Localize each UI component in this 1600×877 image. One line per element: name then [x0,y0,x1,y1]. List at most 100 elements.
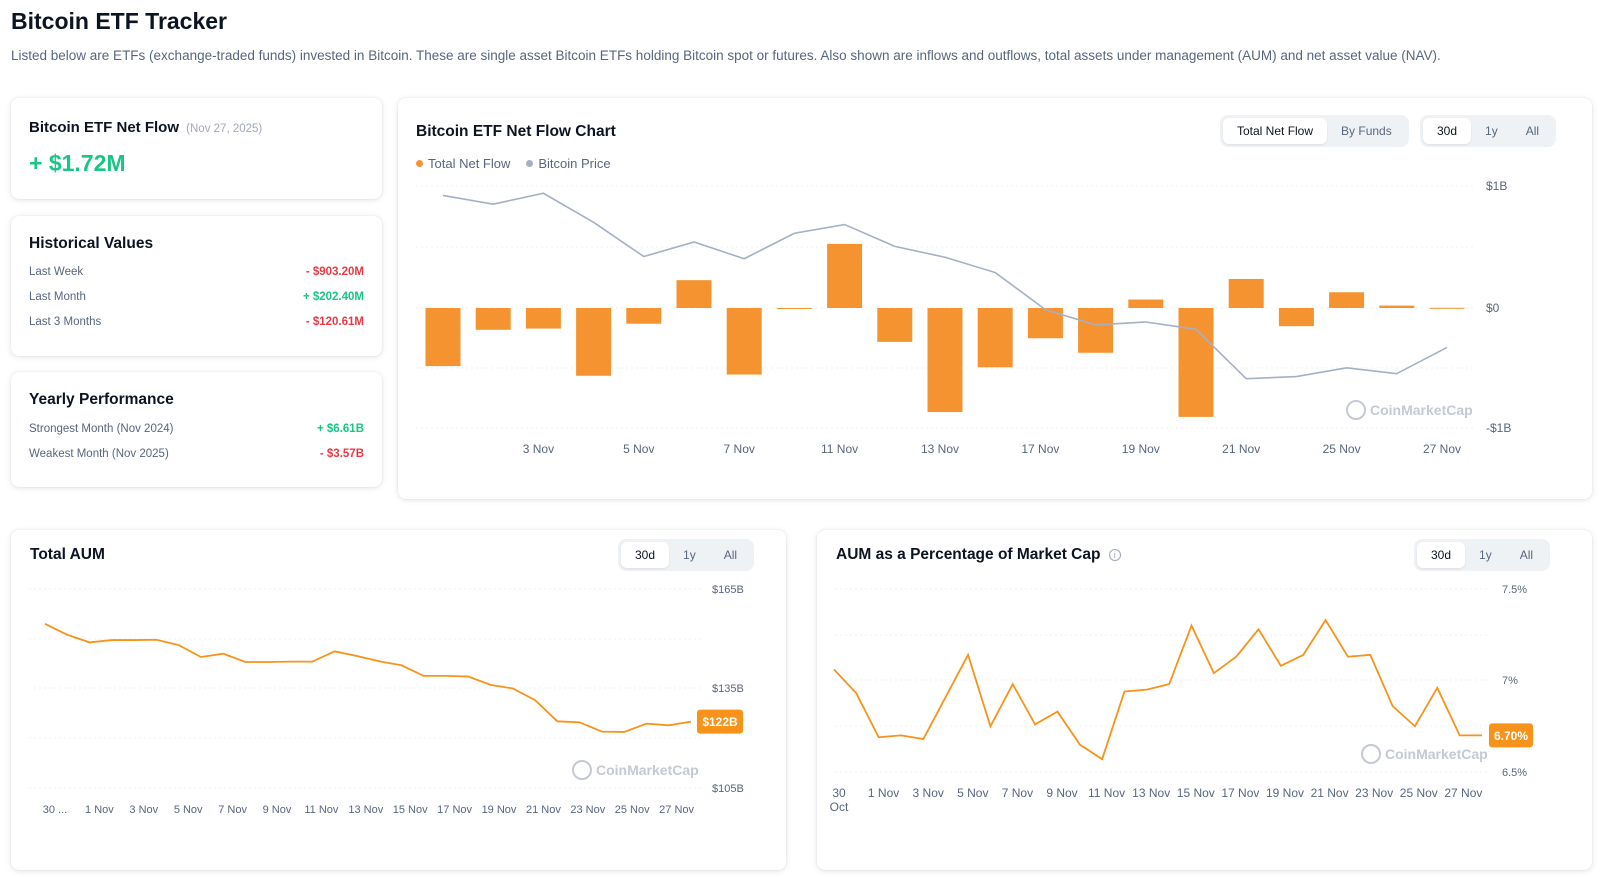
y-tick-label: $165B [712,584,744,596]
info-icon[interactable]: i [1108,549,1121,561]
range-1y[interactable]: 1y [1479,548,1492,562]
x-tick-label: 11 Nov [304,804,339,816]
x-tick-label: 19 Nov [1122,442,1160,456]
x-tick-label: 7 Nov [724,442,755,456]
net-flow-card: Bitcoin ETF Net Flow (Nov 27, 2025) + $1… [11,98,382,199]
x-tick-label: 19 Nov [1266,786,1304,800]
net-flow-bar [977,308,1013,368]
aum-percentage-title: AUM as a Percentage of Market Cap i [836,546,1121,564]
x-tick-label: 27 Nov [1423,442,1461,456]
range-all[interactable]: All [1525,124,1540,138]
range-30d[interactable]: 30d [621,542,670,568]
yearly-label: Strongest Month (Nov 2024) [29,423,174,435]
legend-dot-gray [526,160,534,167]
legend-dot-orange [416,160,423,167]
net-flow-bar [626,308,662,324]
x-tick-label: 25 Nov [615,804,650,816]
net-flow-date: (Nov 27, 2025) [186,123,263,135]
current-value-text: $122B [702,715,738,729]
yearly-label: Weakest Month (Nov 2025) [29,448,169,460]
history-label: Last Week [29,266,84,278]
yearly-row-weakest: Weakest Month (Nov 2025) - $3.57B [29,448,364,466]
x-tick-label: 21 Nov [526,804,561,816]
history-row-last-month: Last Month + $202.40M [29,291,364,309]
legend-total-net-flow[interactable]: Total Net Flow [416,156,510,171]
history-label: Last 3 Months [29,316,102,328]
x-tick-label: 11 Nov [821,442,858,456]
yearly-value: - $3.57B [319,448,364,460]
net-flow-chart-card: Bitcoin ETF Net Flow Chart Total Net Flo… [398,98,1592,499]
x-tick-label: 27 Nov [1444,786,1482,800]
x-tick-label: 19 Nov [482,804,517,816]
y-tick-label: 7.5% [1502,584,1527,596]
net-flow-value: + $1.72M [29,150,126,176]
history-row-last-3-months: Last 3 Months - $120.61M [29,316,364,334]
net-flow-chart-title: Bitcoin ETF Net Flow Chart [416,123,616,140]
net-flow-bar [1128,299,1164,308]
yearly-value: + $6.61B [317,423,364,435]
yearly-row-strongest: Strongest Month (Nov 2024) + $6.61B [29,423,364,441]
net-flow-bar [475,308,511,330]
x-tick-label: 15 Nov [393,804,428,816]
x-tick-label: Oct [830,800,849,814]
history-value: + $202.40M [302,291,364,303]
x-tick-label: 21 Nov [1311,786,1349,800]
bitcoin-price-line [442,192,1448,380]
x-tick-label: 7 Nov [218,804,247,816]
net-flow-bar [1278,308,1314,327]
net-flow-title-text: Bitcoin ETF Net Flow [29,119,179,136]
net-flow-title: Bitcoin ETF Net Flow (Nov 27, 2025) [29,119,262,136]
x-tick-label: 13 Nov [921,442,959,456]
x-tick-label: 30 ... [43,804,67,816]
net-flow-bar [1329,292,1365,308]
x-tick-label: 15 Nov [1177,786,1215,800]
x-tick-label: 17 Nov [437,804,472,816]
range-all[interactable]: All [1519,548,1534,562]
x-tick-label: 5 Nov [623,442,654,456]
range-1y[interactable]: 1y [1485,124,1498,138]
legend-label: Total Net Flow [428,156,511,171]
total-aum-title: Total AUM [30,546,105,563]
x-tick-label: 23 Nov [1355,786,1393,800]
x-tick-label: 1 Nov [868,786,899,800]
range-all[interactable]: All [723,548,738,562]
y-tick-label: 6.5% [1502,767,1527,779]
x-tick-label: 17 Nov [1221,786,1259,800]
coinmarketcap-watermark: CoinMarketCap [1346,400,1473,420]
legend-bitcoin-price[interactable]: Bitcoin Price [526,156,611,171]
net-flow-bar [676,280,712,308]
tab-total-net-flow[interactable]: Total Net Flow [1223,118,1328,144]
history-label: Last Month [29,291,86,303]
view-toggle: Total Net Flow By Funds [1220,115,1409,147]
net-flow-bar [776,308,812,309]
total-aum-card: Total AUM 30d 1y All $165B $135B $105B $122… [11,530,786,870]
current-value-text: 6.70% [1494,729,1528,743]
x-tick-label: 7 Nov [1002,786,1033,800]
x-tick-label: 25 Nov [1323,442,1361,456]
pct-range-toggle: 30d 1y All [1414,539,1551,571]
range-30d[interactable]: 30d [1417,542,1466,568]
y-tick-label: 7% [1502,675,1518,687]
current-value-badge [1489,723,1533,748]
coinmarketcap-watermark: CoinMarketCap [572,760,699,780]
range-1y[interactable]: 1y [683,548,696,562]
net-flow-bar [1078,308,1114,353]
y-tick-label: $105B [712,783,744,795]
x-tick-label: 5 Nov [174,804,203,816]
page-description: Listed below are ETFs (exchange-traded f… [11,48,1441,63]
net-flow-bar [877,308,913,342]
x-tick-label: 25 Nov [1400,786,1438,800]
total-aum-chart-svg: $165B $135B $105B $122B 30 ... 1 Nov 3 Nov 5 No… [29,584,744,816]
aum-percentage-title-text: AUM as a Percentage of Market Cap [836,546,1101,563]
x-tick-label: 9 Nov [1046,786,1077,800]
x-tick-label: 1 Nov [85,804,114,816]
yearly-performance-card: Yearly Performance Strongest Month (Nov … [11,372,382,487]
x-tick-label: 11 Nov [1088,786,1125,800]
x-tick-label: 23 Nov [570,804,605,816]
range-30d[interactable]: 30d [1423,118,1472,144]
net-flow-bar [525,308,561,329]
net-flow-bar [576,308,612,376]
net-flow-bar [726,308,762,375]
tab-by-funds[interactable]: By Funds [1341,124,1392,138]
